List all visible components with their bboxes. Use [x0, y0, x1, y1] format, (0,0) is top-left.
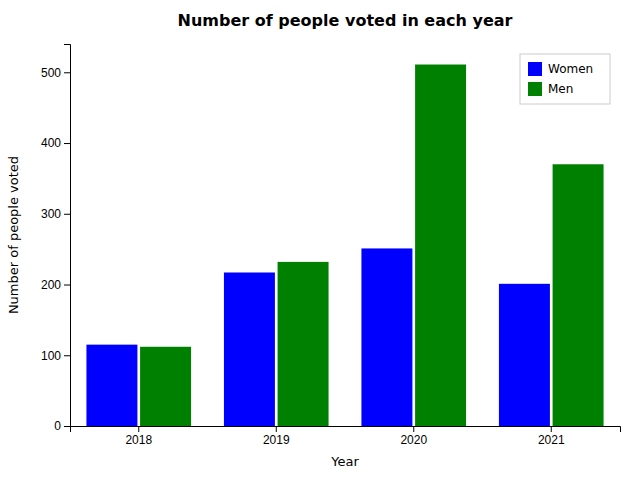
- tick: 2020: [400, 426, 427, 447]
- axis-line: [64, 45, 71, 427]
- bar: [553, 164, 604, 426]
- tick: 200: [41, 278, 70, 292]
- bar-series: [140, 65, 603, 426]
- tick-mark: [276, 426, 277, 432]
- tick: 300: [41, 207, 70, 221]
- x-axis: 2018 2019 2020 2021: [71, 426, 621, 447]
- legend: Women Men: [520, 54, 610, 104]
- plot: 2018 2019 2020 2021 0 100 200 300 400 500 Women Men: [41, 45, 621, 447]
- tick-mark: [551, 426, 552, 432]
- tick: 0: [54, 419, 70, 433]
- legend-item: Women: [528, 62, 593, 76]
- tick-mark: [64, 355, 70, 356]
- tick-mark: [64, 285, 70, 286]
- tick-label: 400: [41, 136, 61, 150]
- bar: [361, 248, 412, 426]
- tick: 2021: [538, 426, 565, 447]
- tick-mark: [64, 143, 70, 144]
- tick-label: 200: [41, 278, 61, 292]
- y-axis-title: Number of people voted: [6, 156, 21, 314]
- y-axis: 0 100 200 300 400 500: [41, 45, 71, 434]
- tick-mark: [64, 426, 70, 427]
- bar: [415, 65, 466, 426]
- title: Number of people voted in each year: [178, 11, 513, 30]
- tick-label: 2020: [400, 433, 427, 447]
- tick: 100: [41, 349, 70, 363]
- axis-line: [71, 427, 621, 433]
- bar: [499, 284, 550, 426]
- tick-label: 100: [41, 349, 61, 363]
- tick-label: 2018: [125, 433, 152, 447]
- tick-label: 2021: [538, 433, 565, 447]
- bar-series: [86, 248, 549, 426]
- tick: 500: [41, 66, 70, 80]
- tick: 2018: [125, 426, 152, 447]
- tick-label: 2019: [263, 433, 290, 447]
- tick-label: 300: [41, 207, 61, 221]
- legend-swatch: [528, 82, 542, 96]
- bar: [86, 345, 137, 426]
- legend-swatch: [528, 62, 542, 76]
- x-axis-title: Year: [330, 454, 359, 469]
- legend-box: [520, 54, 610, 104]
- tick-mark: [64, 72, 70, 73]
- bar: [224, 272, 275, 426]
- tick: 400: [41, 136, 70, 150]
- tick-mark: [64, 214, 70, 215]
- tick-label: 500: [41, 66, 61, 80]
- bars: [86, 65, 603, 426]
- tick-label: 0: [54, 419, 61, 433]
- chart: 2018 2019 2020 2021 0 100 200 300 400 500 Women Men…: [0, 0, 640, 480]
- legend-item: Men: [528, 82, 573, 96]
- bar: [278, 262, 329, 426]
- legend-label: Women: [548, 62, 593, 76]
- tick-mark: [138, 426, 139, 432]
- legend-label: Men: [548, 82, 573, 96]
- bar: [140, 347, 191, 426]
- tick: 2019: [263, 426, 290, 447]
- tick-mark: [413, 426, 414, 432]
